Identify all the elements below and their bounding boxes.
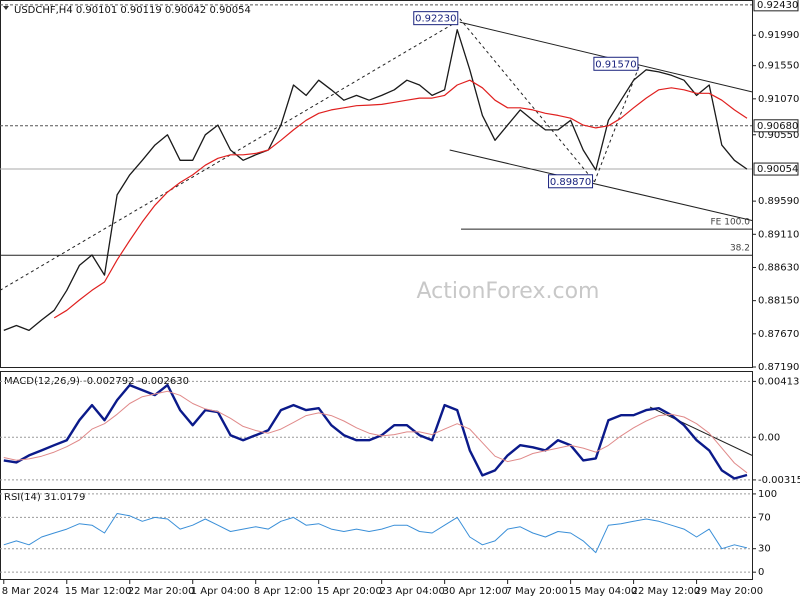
price-level-label: 0.90680 <box>757 121 798 132</box>
price-level-box <box>753 162 799 176</box>
y-tick-label: 0.91070 <box>758 94 799 105</box>
series-line <box>3 390 748 474</box>
series-line <box>3 383 748 480</box>
y-tick-label: 0.88150 <box>758 296 799 307</box>
annotation-box <box>413 11 459 26</box>
trendline <box>459 18 595 183</box>
annotation-label: 0.92230 <box>415 14 456 25</box>
price-level-label: 0.90054 <box>757 164 798 175</box>
y-tick-label: 0.88630 <box>758 262 799 273</box>
annotation-box <box>548 174 594 189</box>
x-tick-label: 22 May 12:00 <box>632 586 701 597</box>
trendline <box>449 149 753 221</box>
symbol-icon <box>3 6 9 10</box>
y-tick-label: 0.90550 <box>758 130 799 141</box>
trendline <box>594 64 641 182</box>
x-tick-label: 30 Apr 12:00 <box>443 586 508 597</box>
series-line <box>3 513 748 554</box>
price-panel-frame <box>0 0 753 368</box>
y-tick-label: 0.87190 <box>758 362 799 373</box>
annotation-box <box>593 56 639 71</box>
annotation-label: 0.91570 <box>595 59 636 70</box>
x-tick-label: 15 Mar 12:00 <box>65 586 132 597</box>
y-tick-label: 0.89110 <box>758 229 799 240</box>
series-line <box>3 29 748 332</box>
x-tick-label: 8 Apr 12:00 <box>254 586 313 597</box>
annotation-label: 0.89870 <box>550 177 591 188</box>
fib-label: FE 100.0 <box>711 218 751 228</box>
price-level-box <box>753 0 799 12</box>
y-tick-label: 0.004132 <box>758 376 800 387</box>
fib-label: 38.2 <box>730 244 750 254</box>
x-tick-label: 1 Apr 04:00 <box>191 586 250 597</box>
x-tick-label: 15 May 04:00 <box>569 586 638 597</box>
x-tick-label: 22 Mar 20:00 <box>128 586 195 597</box>
panel-title: USDCHF,H4 0.90101 0.90119 0.90042 0.9005… <box>14 5 251 16</box>
y-tick-label: 0 <box>758 567 764 578</box>
rsi-panel-frame <box>0 489 753 580</box>
price-level-label: 0.92430 <box>757 0 798 11</box>
y-tick-label: 0.91550 <box>758 61 799 72</box>
y-tick-label: 0.91990 <box>758 30 799 41</box>
x-tick-label: 7 May 20:00 <box>506 586 568 597</box>
series-line <box>53 79 748 319</box>
y-tick-label: 0.87670 <box>758 329 799 340</box>
x-tick-label: 23 Apr 04:00 <box>380 586 445 597</box>
y-tick-label: 70 <box>758 512 771 523</box>
y-tick-label: 0.00 <box>758 432 780 443</box>
y-tick-label: 0.89590 <box>758 196 799 207</box>
x-tick-label: 15 Apr 20:00 <box>317 586 382 597</box>
y-tick-label: 30 <box>758 544 771 555</box>
panel-title: RSI(14) 31.0179 <box>4 492 85 503</box>
y-tick-label: -0.003154 <box>758 475 800 486</box>
x-tick-label: 29 May 20:00 <box>695 586 764 597</box>
price-level-box <box>753 119 799 133</box>
watermark: ActionForex.com <box>417 279 600 304</box>
x-tick-label: 8 Mar 2024 <box>2 586 59 597</box>
y-tick-label: 100 <box>758 489 777 500</box>
